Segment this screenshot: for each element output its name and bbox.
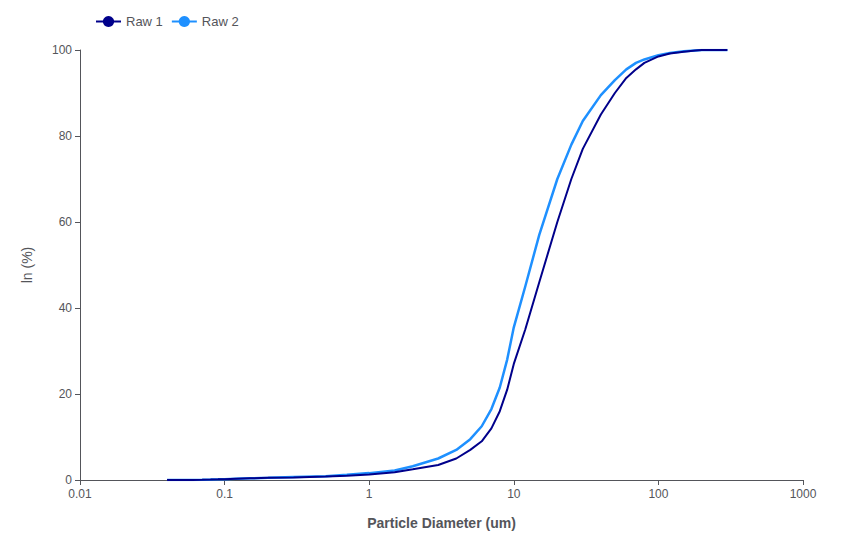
svg-text:1000: 1000 [790,487,817,501]
svg-text:Particle Diameter (um): Particle Diameter (um) [367,515,516,531]
svg-text:0.01: 0.01 [68,487,92,501]
svg-text:ln (%): ln (%) [19,247,35,284]
svg-text:1: 1 [366,487,373,501]
svg-text:40: 40 [59,301,73,315]
svg-text:10: 10 [507,487,521,501]
svg-text:0.1: 0.1 [216,487,233,501]
svg-text:0: 0 [65,473,72,487]
svg-text:20: 20 [59,387,73,401]
svg-text:60: 60 [59,215,73,229]
svg-text:80: 80 [59,129,73,143]
svg-text:Raw 2: Raw 2 [202,14,239,29]
svg-text:100: 100 [52,43,72,57]
svg-text:Raw 1: Raw 1 [126,14,163,29]
svg-text:100: 100 [648,487,668,501]
